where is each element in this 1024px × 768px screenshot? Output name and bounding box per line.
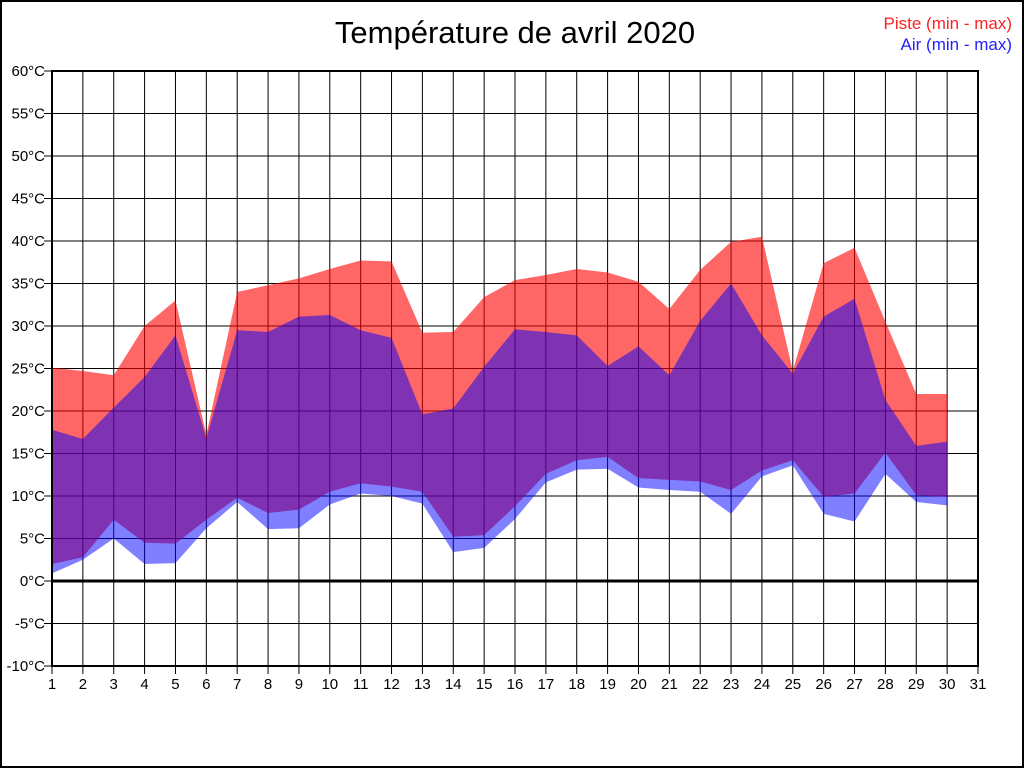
y-tick-label: 25°C <box>11 361 45 378</box>
x-tick-label: 11 <box>353 676 369 693</box>
x-tick-label: 1 <box>48 676 56 693</box>
x-tick-label: 3 <box>110 676 118 693</box>
y-tick-label: -5°C <box>15 616 45 633</box>
y-tick-label: 30°C <box>11 318 45 335</box>
x-tick-label: 18 <box>568 676 585 693</box>
x-tick-label: 2 <box>79 676 87 693</box>
x-tick-label: 7 <box>233 676 241 693</box>
x-tick-label: 23 <box>723 676 740 693</box>
x-tick-label: 28 <box>877 676 894 693</box>
x-tick-label: 29 <box>908 676 925 693</box>
chart-title: Température de avril 2020 <box>334 15 696 50</box>
y-tick-label: 60°C <box>11 63 45 80</box>
x-tick-label: 19 <box>599 676 616 693</box>
x-tick-label: 26 <box>815 676 832 693</box>
y-tick-label: 45°C <box>11 191 45 208</box>
x-tick-label: 10 <box>321 676 338 693</box>
air-minmax-band <box>52 283 948 574</box>
x-tick-label: 8 <box>264 676 272 693</box>
x-tick-label: 31 <box>970 676 987 693</box>
y-tick-label: 0°C <box>20 573 45 590</box>
x-tick-label: 14 <box>445 676 462 693</box>
x-tick-label: 30 <box>939 676 956 693</box>
x-tick-label: 22 <box>692 676 709 693</box>
y-tick-label: 55°C <box>11 106 45 123</box>
y-tick-label: 10°C <box>11 488 45 505</box>
x-tick-label: 25 <box>784 676 801 693</box>
y-tick-label: 5°C <box>20 531 45 548</box>
x-tick-label: 16 <box>507 676 524 693</box>
legend-piste-label: Piste (min - max) <box>883 14 1012 33</box>
x-tick-label: 9 <box>295 676 303 693</box>
y-tick-label: 40°C <box>11 233 45 250</box>
x-tick-label: 27 <box>846 676 863 693</box>
x-tick-label: 4 <box>140 676 148 693</box>
legend-air-label: Air (min - max) <box>900 35 1012 54</box>
x-tick-label: 6 <box>202 676 210 693</box>
y-tick-label: 50°C <box>11 148 45 165</box>
y-tick-label: 35°C <box>11 276 45 293</box>
y-tick-label: -10°C <box>6 658 45 675</box>
x-tick-label: 24 <box>754 676 771 693</box>
x-tick-label: 20 <box>630 676 647 693</box>
x-tick-label: 17 <box>538 676 555 693</box>
x-tick-label: 15 <box>476 676 493 693</box>
legend: Piste (min - max) Air (min - max) <box>884 13 1012 55</box>
x-tick-label: 13 <box>414 676 431 693</box>
y-tick-label: 20°C <box>11 403 45 420</box>
x-tick-label: 21 <box>661 676 678 693</box>
y-tick-label: 15°C <box>11 446 45 463</box>
x-tick-label: 12 <box>383 676 400 693</box>
x-tick-label: 5 <box>171 676 179 693</box>
